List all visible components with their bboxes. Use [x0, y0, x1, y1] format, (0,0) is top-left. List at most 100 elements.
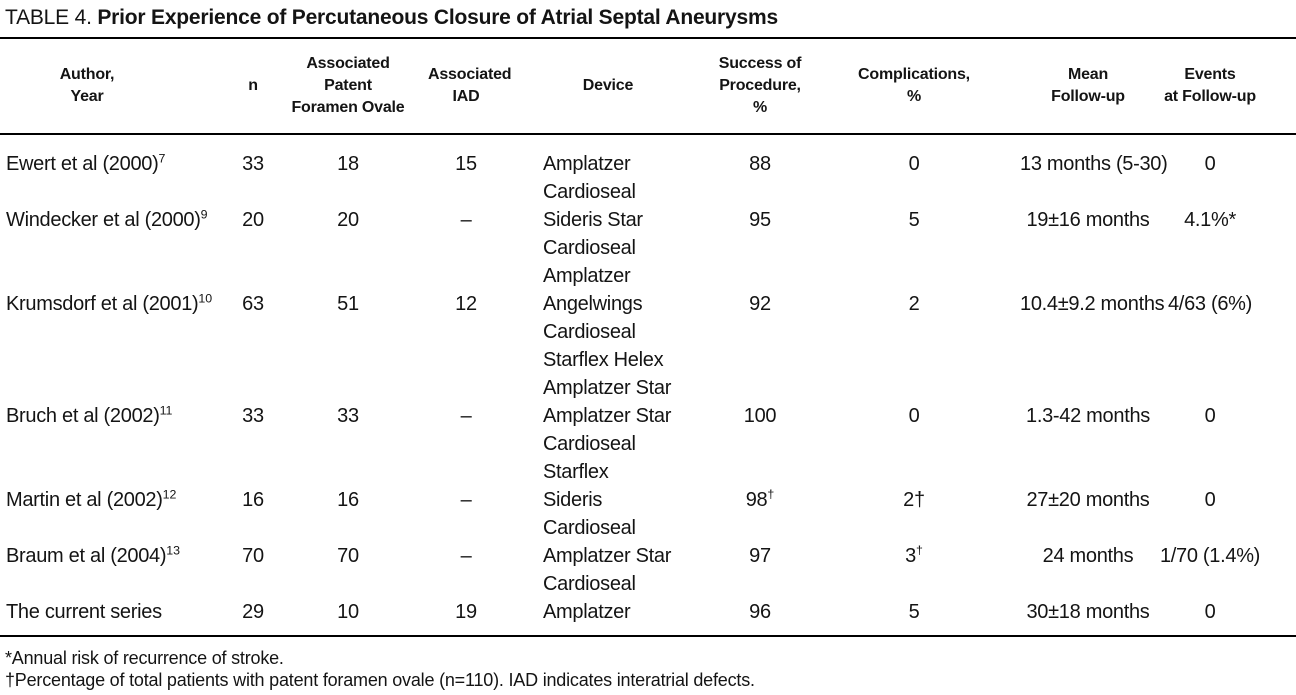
device-line: Amplatzer [543, 153, 631, 175]
cell-success: 98† [712, 486, 808, 542]
device-line: Amplatzer Star [543, 405, 672, 427]
cell-pfo: 20 [337, 209, 359, 231]
column-header-line: Associated [428, 66, 512, 83]
cell-text: 3 [905, 545, 916, 567]
cell-device: Amplatzer Star Cardioseal [504, 542, 712, 598]
cell-iad: 12 [455, 293, 477, 315]
column-header-success: Success of Procedure,% [712, 39, 808, 135]
header-row: Author, Year n Associated Patent Foramen Oval… [0, 39, 1296, 135]
cell-success: 97 [749, 545, 771, 567]
cell-n: 29 [242, 601, 264, 623]
cell-iad: – [460, 405, 472, 427]
cell-author: Windecker et al (2000)9 [0, 206, 238, 290]
cell-device: Amplatzer [504, 598, 712, 636]
cell-text: Windecker et al (2000) [6, 209, 201, 231]
column-header-iad: Associated IAD [428, 39, 512, 135]
column-header-pfo: Associated Patent Foramen Ovale [268, 39, 428, 135]
column-header-line: Success of [718, 55, 802, 72]
cell-success: 95 [749, 209, 771, 231]
cell-followup: 27±20 months [1026, 489, 1150, 511]
cell-device: Amplatzer Cardioseal [504, 134, 712, 206]
cell-text: Braum et al (2004) [6, 545, 167, 567]
cell-device: Angelwings Cardioseal Starflex Helex Amplat… [504, 290, 712, 402]
cell-n: 70 [242, 545, 264, 567]
cell-followup: 24 months [1042, 545, 1134, 567]
column-header-line: Complications, [858, 66, 970, 83]
cell-text: Krumsdorf et al (2001) [6, 293, 199, 315]
cell-pfo: 51 [337, 293, 359, 315]
column-header-line: % [906, 88, 922, 105]
cell-iad: – [460, 545, 472, 567]
superscript-marker: 7 [158, 151, 166, 166]
cell-followup: 13 months (5-30) [1020, 153, 1168, 175]
cell-pfo: 10 [337, 601, 359, 623]
cell-author: Martin et al (2002)12 [0, 486, 238, 542]
cell-complications: 0 [908, 153, 920, 175]
column-header-line: Year [70, 88, 104, 105]
cell-events: 0 [1204, 405, 1216, 427]
cell-n: 20 [242, 209, 264, 231]
cell-iad: 15 [455, 153, 477, 175]
column-header-author: Author, Year [0, 39, 238, 135]
cell-complications: 0 [908, 405, 920, 427]
column-header-line: Author, [59, 66, 115, 83]
table-caption: TABLE 4. Prior Experience of Percutaneou… [0, 0, 1296, 39]
superscript-marker: 9 [200, 207, 208, 222]
cell-author: The current series [0, 598, 238, 636]
device-line: Cardioseal [543, 573, 636, 595]
cell-n: 16 [242, 489, 264, 511]
table-row: Krumsdorf et al (2001)10 63 51 12 Angelwings… [0, 290, 1296, 402]
column-header-line: IAD [452, 88, 480, 105]
cell-events: 0 [1204, 489, 1216, 511]
table-row: The current series 29 10 19 Amplatzer 96 5 30±1… [0, 598, 1296, 636]
cell-iad: 19 [455, 601, 477, 623]
column-header-line: Events [1184, 66, 1236, 83]
device-line: Cardioseal [543, 237, 636, 259]
column-header-line: Follow-up [1051, 88, 1125, 105]
cell-followup: 1.3-42 months [1026, 405, 1150, 427]
data-table: Author, Year n Associated Patent Foramen Oval… [0, 39, 1296, 637]
column-header-line: Mean [1067, 66, 1109, 83]
table-row: Bruch et al (2002)11 33 33– Amplatzer Star C… [0, 402, 1296, 486]
column-header-line: Patent [324, 77, 372, 94]
table-header: Author, Year n Associated Patent Foramen Oval… [0, 39, 1296, 135]
device-line: Starflex [543, 461, 609, 483]
cell-pfo: 33 [337, 405, 359, 427]
cell-author: Ewert et al (2000)7 [0, 134, 238, 206]
cell-device: Sideris Star Cardioseal Amplatzer [504, 206, 712, 290]
cell-events: 0 [1204, 601, 1216, 623]
table-row: Braum et al (2004)13 70 70– Amplatzer Star C… [0, 542, 1296, 598]
cell-iad: – [460, 209, 472, 231]
column-header-complications: Complications,% [808, 39, 1020, 135]
cell-author: Krumsdorf et al (2001)10 [0, 290, 238, 402]
cell-complications: 3† [808, 542, 1020, 598]
column-header-line: Foramen Ovale [291, 99, 405, 116]
device-line: Sideris Star [543, 209, 643, 231]
column-header-line: n [248, 77, 258, 94]
column-header-line: % [752, 99, 768, 116]
cell-events: 4.1%* [1184, 209, 1236, 231]
cell-followup: 19±16 months [1026, 209, 1150, 231]
footnote: *Annual risk of recurrence of stroke. [5, 648, 284, 668]
table-body: Ewert et al (2000)7 33 18 15 Amplatzer Cardio… [0, 134, 1296, 636]
superscript-marker: 10 [198, 291, 213, 306]
cell-success: 92 [749, 293, 771, 315]
cell-events: 0 [1204, 153, 1216, 175]
cell-device: Sideris Cardioseal [504, 486, 712, 542]
table-title: Prior Experience of Percutaneous Closure… [97, 6, 778, 29]
cell-text: 98 [745, 489, 768, 511]
table-row: Windecker et al (2000)9 20 20– Sideris Star… [0, 206, 1296, 290]
cell-events: 4/63 (6%) [1167, 293, 1252, 315]
footnotes: *Annual risk of recurrence of stroke. †Pe… [0, 637, 1296, 691]
column-header-line: Procedure, [719, 77, 801, 94]
cell-complications: 2 [908, 293, 920, 315]
cell-events: 1/70 (1.4%) [1159, 545, 1261, 567]
device-line: Starflex Helex [543, 349, 664, 371]
column-header-line: Associated [306, 55, 390, 72]
superscript-marker: 11 [159, 403, 173, 418]
cell-pfo: 16 [337, 489, 359, 511]
device-line: Amplatzer Star [543, 545, 672, 567]
table-number: TABLE 4. [5, 6, 92, 29]
device-line: Cardioseal [543, 321, 636, 343]
